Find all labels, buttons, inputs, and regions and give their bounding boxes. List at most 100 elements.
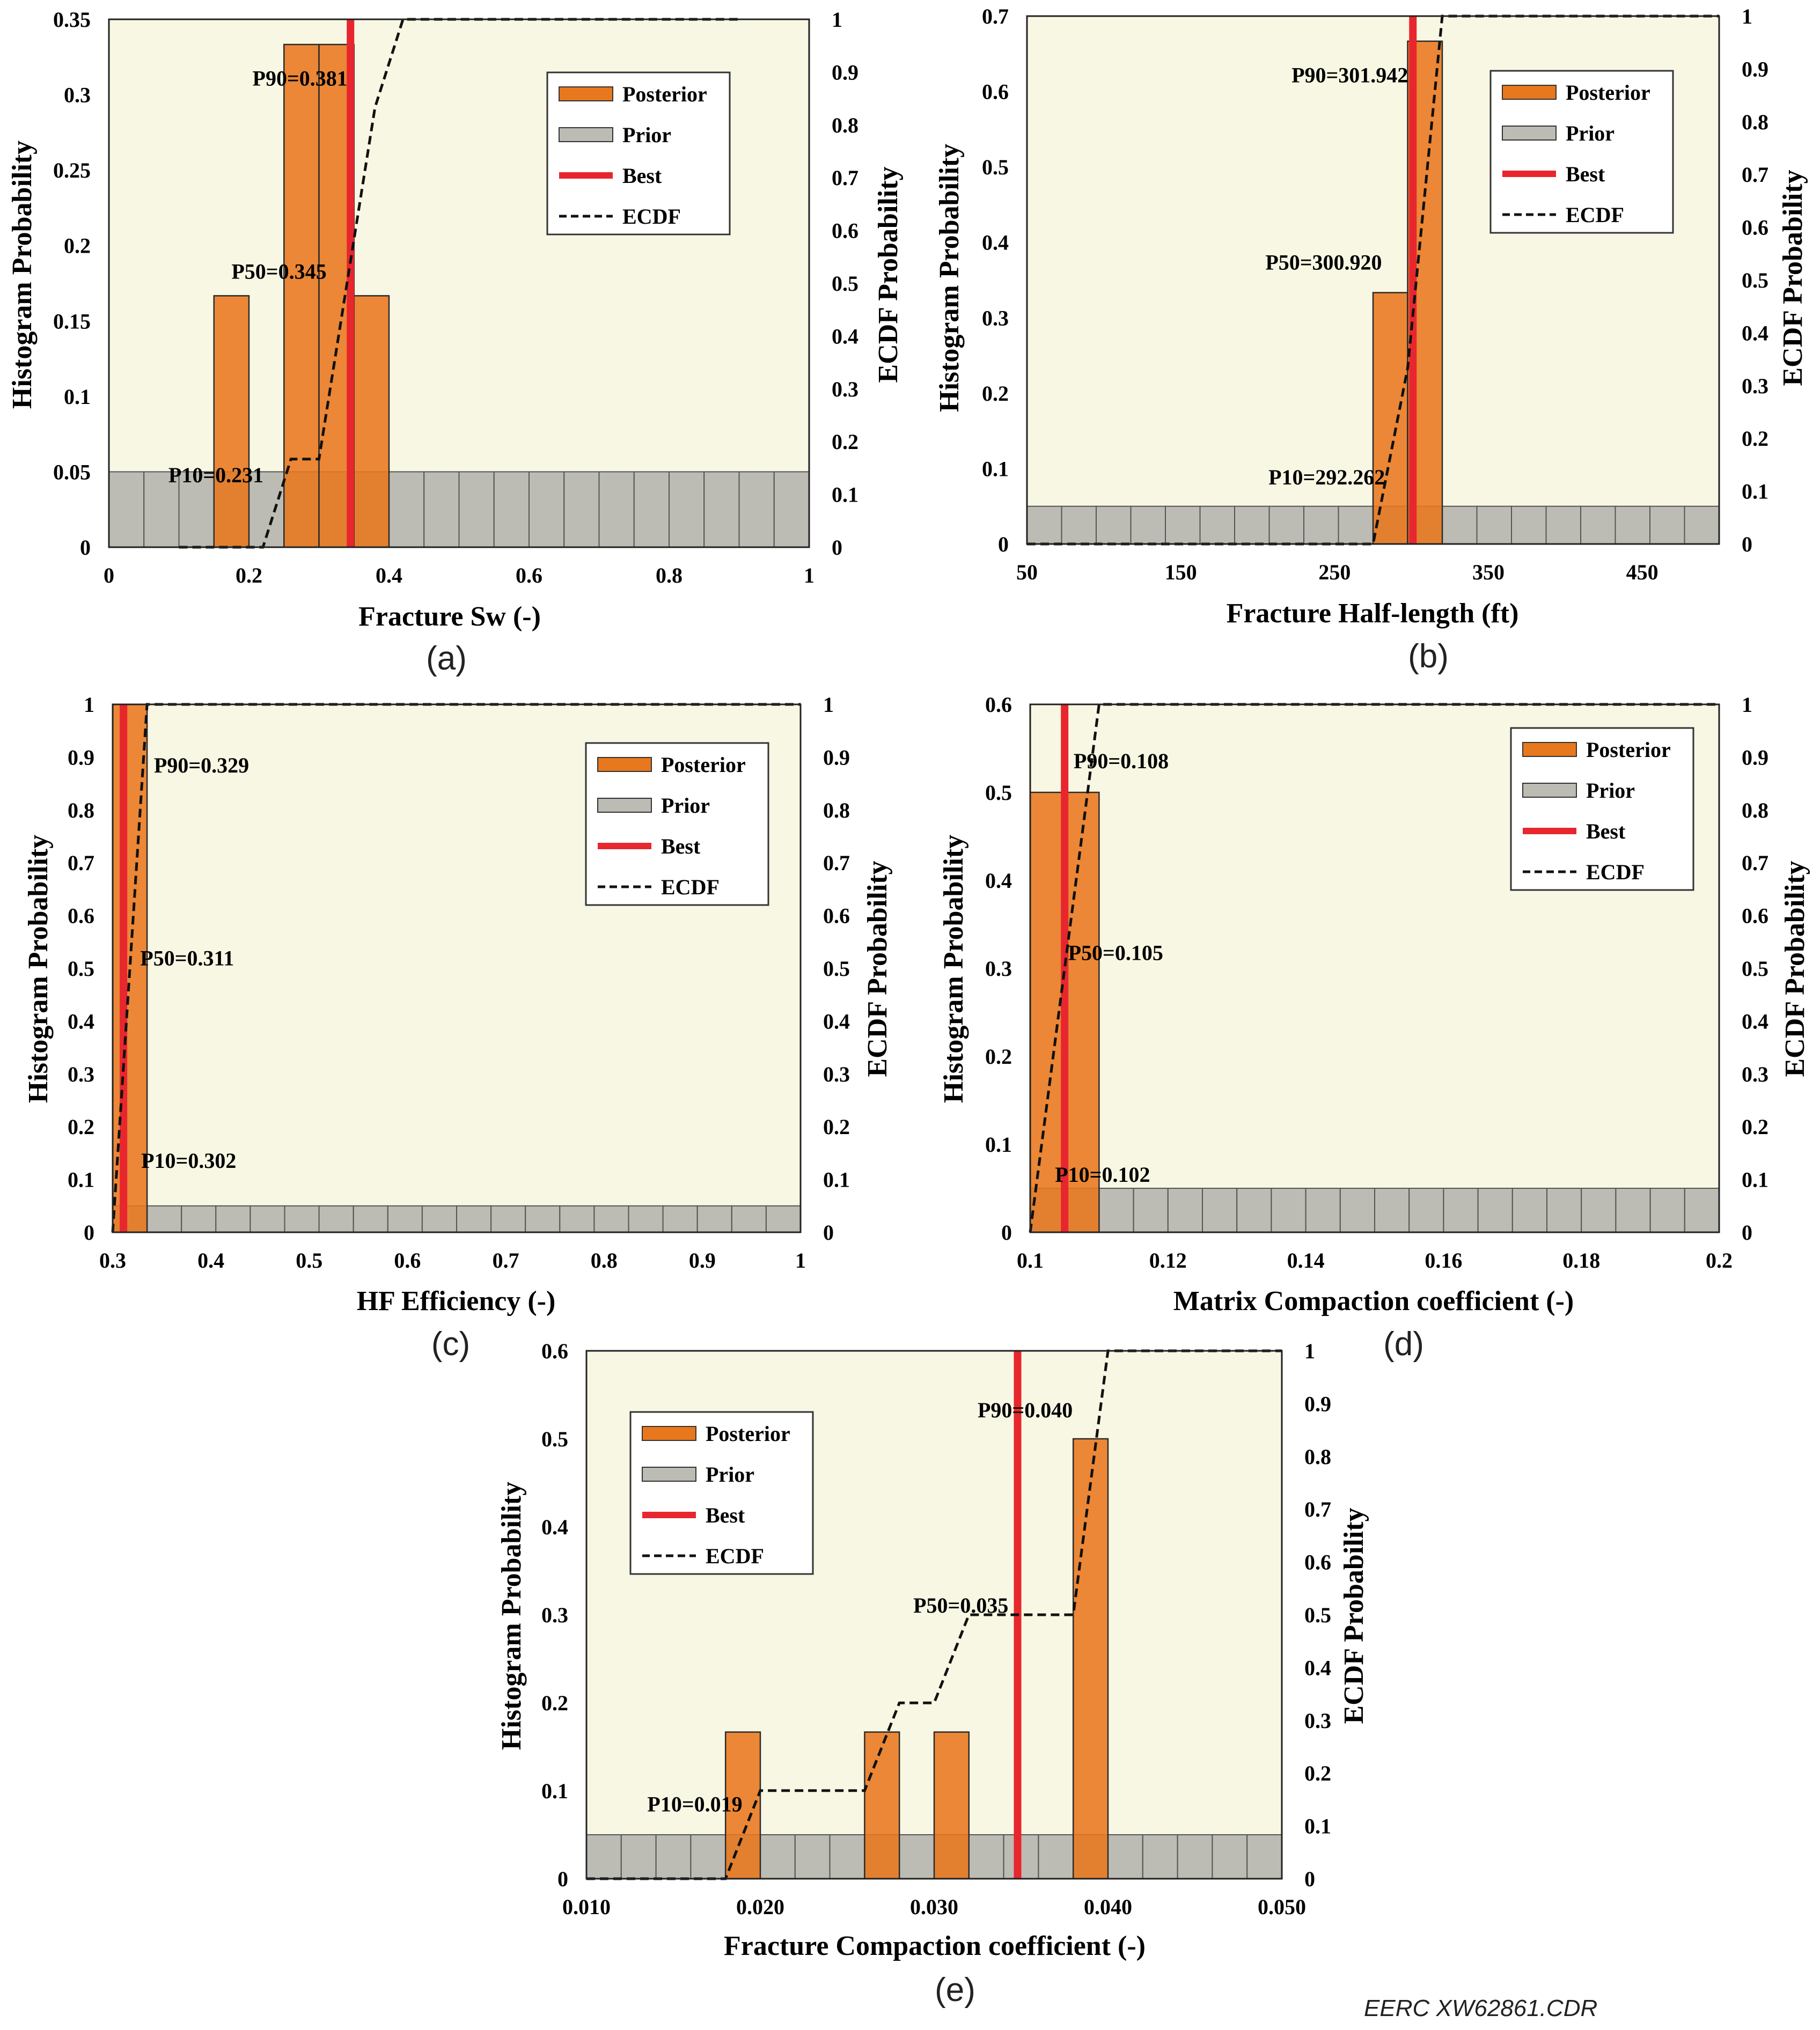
prior-bar <box>731 1205 767 1233</box>
y2-tick-label: 0.7 <box>1304 1497 1331 1521</box>
x-axis-title: Fracture Compaction coefficient (-) <box>724 1931 1146 1961</box>
legend-label-prior: Prior <box>1586 778 1635 803</box>
legend-label-prior: Prior <box>1566 121 1614 145</box>
x-tick-label: 0.5 <box>296 1248 322 1273</box>
y2-tick-label: 0.6 <box>1304 1550 1331 1575</box>
y2-tick-label: 0 <box>832 535 842 560</box>
y2-tick-label: 0.8 <box>1742 110 1768 134</box>
prior-bar <box>1338 505 1374 545</box>
y-tick-label: 0.2 <box>64 234 91 258</box>
prior-bar <box>598 471 635 548</box>
prior-bar <box>215 1205 251 1233</box>
x-tick-label: 0.4 <box>197 1248 224 1273</box>
prior-bar <box>108 471 145 548</box>
y2-tick-label: 0.7 <box>832 166 858 190</box>
legend-label-prior: Prior <box>661 793 710 818</box>
x-tick-label: 0.18 <box>1562 1248 1600 1273</box>
legend-label-best: Best <box>622 164 662 188</box>
y2-tick-label: 0.6 <box>823 904 850 928</box>
prior-bar <box>620 1834 657 1879</box>
y2-tick-label: 1 <box>1742 693 1752 717</box>
prior-bar <box>655 1834 692 1879</box>
y2-tick-label: 0.4 <box>1304 1656 1331 1680</box>
prior-bar <box>1614 505 1650 545</box>
prior-bar <box>1408 1188 1444 1233</box>
prior-bar <box>593 1205 629 1233</box>
y2-tick-label: 0.2 <box>1304 1761 1331 1785</box>
prior-bar <box>738 471 775 548</box>
x-tick-label: 0.16 <box>1425 1248 1462 1273</box>
y-axis-title: Histogram Probability <box>23 835 54 1103</box>
prior-bar <box>458 471 495 548</box>
x-tick-label: 0.050 <box>1258 1895 1306 1919</box>
x-tick-label: 0.7 <box>493 1248 519 1273</box>
y-tick-label: 0 <box>557 1867 568 1891</box>
y-tick-label: 0.4 <box>982 231 1009 255</box>
prior-bar <box>1236 1188 1272 1233</box>
y2-tick-label: 0.7 <box>823 851 850 875</box>
legend-label-prior: Prior <box>622 123 671 147</box>
y2-tick-label: 0.8 <box>1304 1445 1331 1469</box>
prior-bar <box>525 1205 561 1233</box>
y2-tick-label: 0.2 <box>1742 426 1768 451</box>
percentile-label: P50=0.035 <box>913 1593 1008 1617</box>
y2-tick-label: 0.6 <box>1742 216 1768 240</box>
legend-posterior-swatch <box>1522 742 1577 757</box>
prior-bar <box>1202 1188 1238 1233</box>
y-tick-label: 0 <box>80 535 91 560</box>
y2-tick-label: 0.3 <box>832 377 858 401</box>
legend-label-posterior: Posterior <box>1566 80 1650 105</box>
legend: Posterior Prior Best ECDF <box>1489 70 1674 234</box>
y2-tick-label: 0.6 <box>1742 904 1768 928</box>
prior-bar <box>146 1205 182 1233</box>
legend-label-best: Best <box>706 1503 745 1527</box>
x-tick-label: 0.4 <box>376 563 402 587</box>
y2-tick-label: 0.5 <box>823 957 850 981</box>
prior-bar <box>669 471 705 548</box>
prior-bar <box>1477 1188 1513 1233</box>
percentile-label: P50=0.311 <box>140 946 234 970</box>
plot-layer: 0 0.05 0.1 0.15 0.2 0.25 0.3 0.35 0 0.1 0.2 0.3 0.4 0… <box>53 8 858 587</box>
posterior-bar <box>933 1731 970 1880</box>
x-tick-label: 150 <box>1165 560 1197 584</box>
percentile-label: P90=0.381 <box>253 67 348 91</box>
prior-bar <box>493 471 530 548</box>
y2-tick-label: 0.5 <box>1742 268 1768 292</box>
chart-panel-c: 00.10.20.30.40.50.60.70.80.9100.10.20.30… <box>23 693 893 1363</box>
y-tick-label: 0.1 <box>982 457 1009 481</box>
legend-label-ecdf: ECDF <box>622 204 681 229</box>
x-tick-label: 0.8 <box>591 1248 618 1273</box>
percentile-label: P90=0.040 <box>978 1398 1073 1422</box>
y2-tick-label: 0.5 <box>832 271 858 296</box>
plot-frame <box>1026 15 1720 545</box>
y-tick-label: 0 <box>998 532 1009 556</box>
prior-bar <box>1545 505 1581 545</box>
prior-bar <box>1167 1188 1203 1233</box>
y2-tick-label: 0.2 <box>1742 1115 1768 1139</box>
y-tick-label: 0.1 <box>541 1779 568 1803</box>
prior-bar <box>529 471 565 548</box>
x-tick-label: 0.2 <box>1706 1248 1733 1273</box>
x-tick-label: 0.9 <box>689 1248 716 1273</box>
y2-tick-label: 0.1 <box>1742 1168 1768 1192</box>
y-tick-label: 0.6 <box>541 1339 568 1363</box>
prior-bar <box>1580 505 1616 545</box>
prior-bar <box>1511 1188 1548 1233</box>
percentile-label: P10=292.262 <box>1268 465 1385 489</box>
y-tick-label: 0.15 <box>53 309 91 333</box>
legend-prior-swatch <box>597 798 652 813</box>
x-tick-label: 50 <box>1016 560 1038 584</box>
y-tick-label: 1 <box>84 693 94 717</box>
y-tick-label: 0.3 <box>68 1062 94 1086</box>
chart-panel-d: 00.10.20.30.40.50.600.10.20.30.40.50.60.… <box>938 693 1810 1363</box>
percentile-label: P10=0.102 <box>1055 1163 1150 1187</box>
legend-prior-swatch <box>1502 126 1557 141</box>
y2-tick-label: 0.2 <box>823 1115 850 1139</box>
percentile-label: P10=0.019 <box>647 1792 742 1816</box>
y-tick-label: 0.7 <box>68 851 94 875</box>
y2-tick-label: 0.5 <box>1742 957 1768 981</box>
legend-label-posterior: Posterior <box>1586 738 1671 762</box>
prior-bar <box>703 471 740 548</box>
prior-bar <box>387 1205 423 1233</box>
